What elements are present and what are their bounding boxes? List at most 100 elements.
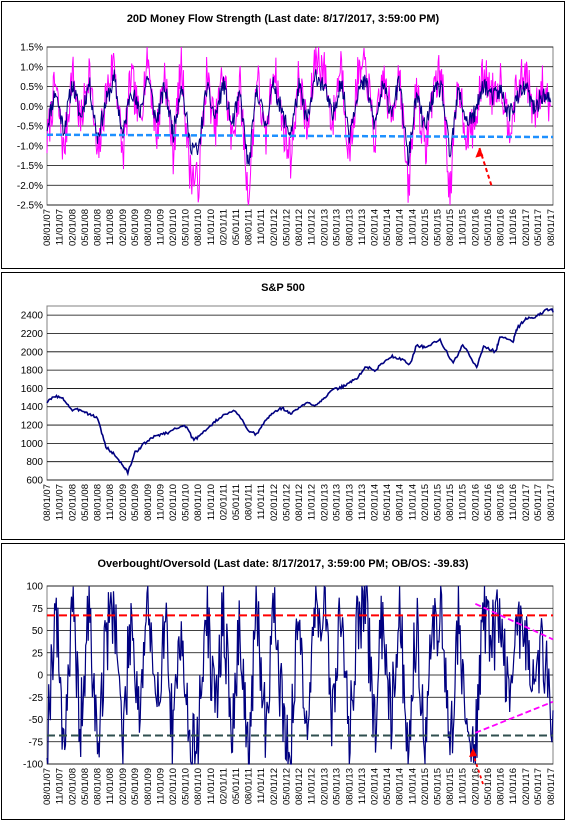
threshold-line: [46, 133, 554, 139]
y-tick-label: 2400: [21, 311, 44, 322]
x-tick-label: 02/01/12: [269, 484, 280, 521]
x-tick-label: 05/01/08: [80, 209, 91, 246]
y-tick-label: 75: [32, 604, 44, 615]
x-tick-label: 08/01/14: [395, 484, 406, 521]
x-tick-label: 02/01/15: [420, 209, 431, 246]
x-tick-label: 05/01/14: [382, 209, 393, 246]
x-tick-label: 08/01/13: [344, 484, 355, 521]
y-tick-label: -0.5%: [17, 122, 43, 133]
x-tick-label: 02/01/10: [168, 484, 179, 521]
x-tick-label: 11/01/14: [407, 768, 418, 804]
x-tick-label: 11/01/15: [458, 768, 469, 804]
x-tick-label: 02/01/08: [67, 209, 78, 246]
x-tick-label: 11/01/14: [407, 484, 418, 520]
x-tick-label: 05/01/09: [130, 209, 141, 246]
x-tick-label: 08/01/11: [243, 209, 254, 245]
x-tick-labels: 08/01/07 11/01/07 02/01/08 05/01/08 08/01/08…: [42, 768, 557, 805]
y-tick-label: 1200: [21, 421, 44, 432]
y-tick-label: -50: [29, 715, 44, 726]
x-tick-label: 11/01/13: [357, 484, 368, 520]
x-tick-label: 08/01/13: [344, 209, 355, 246]
x-tick-label: 05/01/11: [231, 209, 242, 245]
arrow-head: [469, 747, 478, 757]
x-tick-label: 05/01/17: [533, 484, 544, 521]
x-tick-label: 02/01/11: [219, 768, 230, 804]
sp500-svg: S&P 500 2400 2200 2000 1800 1600 1400 1200 1000…: [21, 282, 557, 521]
x-tick-label: 08/01/14: [395, 768, 406, 805]
y-tick-label: -2.0%: [17, 181, 43, 192]
x-tick-labels: 08/01/07 11/01/07 02/01/08 05/01/08 08/01/08…: [42, 209, 557, 246]
x-tick-label: 05/01/12: [281, 209, 292, 246]
x-tick-label: 02/01/15: [420, 768, 431, 805]
x-tick-label: 08/01/17: [546, 209, 557, 246]
series-line-sp500: [46, 307, 554, 477]
plot-area: [46, 305, 554, 481]
y-tick-label: 1600: [21, 384, 44, 395]
x-tick-label: 05/01/13: [332, 209, 343, 246]
x-tick-label: 05/01/17: [533, 768, 544, 805]
x-tick-label: 05/01/15: [432, 484, 443, 521]
x-tick-label: 05/01/13: [332, 768, 343, 805]
x-tick-label: 08/01/09: [143, 209, 154, 246]
x-tick-label: 02/01/14: [370, 209, 381, 246]
x-tick-label: 05/01/16: [483, 768, 494, 805]
x-tick-label: 11/01/08: [105, 209, 116, 245]
x-tick-label: 02/01/13: [319, 209, 330, 246]
y-tick-labels: 1.5% 1.0% 0.5% 0.0% -0.5% -1.0% -1.5% -2.0% -2.5…: [17, 43, 43, 212]
x-tick-label: 02/01/17: [521, 209, 532, 246]
x-tick-label: 11/01/07: [55, 484, 66, 520]
x-tick-label: 05/01/11: [231, 768, 242, 804]
x-tick-label: 05/01/10: [180, 209, 191, 246]
y-tick-label: 1400: [21, 402, 44, 413]
x-tick-label: 08/01/15: [445, 484, 456, 521]
series-group: [46, 585, 554, 785]
x-tick-label: 08/01/16: [495, 209, 506, 246]
arrow-head: [475, 147, 484, 158]
y-tick-labels: 100 75 50 25 0 -25 -50 -75 -100: [23, 582, 43, 771]
x-tick-label: 08/01/14: [395, 209, 406, 246]
y-tick-label: 1.0%: [20, 62, 43, 73]
y-tick-label: 50: [32, 626, 44, 637]
sp500-chart: S&P 500 2400 2200 2000 1800 1600 1400 1200 1000…: [1, 272, 565, 540]
x-tick-label: 11/01/09: [156, 484, 167, 520]
y-tick-label: -100: [23, 760, 43, 771]
x-tick-label: 02/01/12: [269, 209, 280, 246]
x-tick-label: 11/01/10: [206, 484, 217, 520]
x-tick-label: 05/01/13: [332, 484, 343, 521]
x-tick-label: 02/01/09: [118, 484, 129, 521]
x-tick-label: 08/01/11: [243, 768, 254, 804]
x-tick-label: 02/01/09: [118, 768, 129, 805]
x-tick-label: 02/01/10: [168, 768, 179, 805]
x-tick-label: 02/01/14: [370, 484, 381, 521]
series-group: [46, 307, 554, 477]
x-tick-label: 08/01/17: [546, 484, 557, 521]
x-tick-label: 11/01/13: [357, 768, 368, 804]
y-tick-label: 1.5%: [20, 43, 43, 54]
x-tick-label: 02/01/09: [118, 209, 129, 246]
x-tick-label: 02/01/16: [470, 209, 481, 246]
x-tick-label: 05/01/09: [130, 768, 141, 805]
chart-title: S&P 500: [261, 282, 305, 294]
x-tick-label: 05/01/14: [382, 484, 393, 521]
x-tick-label: 08/01/08: [92, 768, 103, 805]
x-tick-label: 11/01/16: [508, 484, 519, 520]
x-tick-label: 08/01/10: [193, 209, 204, 246]
x-tick-label: 11/01/10: [206, 768, 217, 804]
chart-title: Overbought/Oversold (Last date: 8/17/201…: [97, 558, 468, 570]
series-line-obos: [46, 585, 554, 765]
x-tick-label: 08/01/07: [42, 768, 53, 805]
x-tick-label: 11/01/12: [307, 484, 318, 520]
x-tick-label: 05/01/12: [281, 768, 292, 805]
x-tick-label: 11/01/09: [156, 209, 167, 245]
y-tick-label: 1800: [21, 366, 44, 377]
x-tick-label: 05/01/14: [382, 768, 393, 805]
x-tick-label: 08/01/15: [445, 209, 456, 246]
obos-chart: Overbought/Oversold (Last date: 8/17/201…: [1, 543, 565, 820]
x-tick-label: 02/01/17: [521, 768, 532, 805]
x-tick-label: 11/01/16: [508, 768, 519, 804]
x-tick-label: 08/01/15: [445, 768, 456, 805]
x-tick-label: 11/01/15: [458, 484, 469, 520]
x-tick-label: 02/01/11: [219, 484, 230, 520]
x-tick-label: 02/01/13: [319, 768, 330, 805]
y-tick-label: 0.0%: [20, 102, 43, 113]
